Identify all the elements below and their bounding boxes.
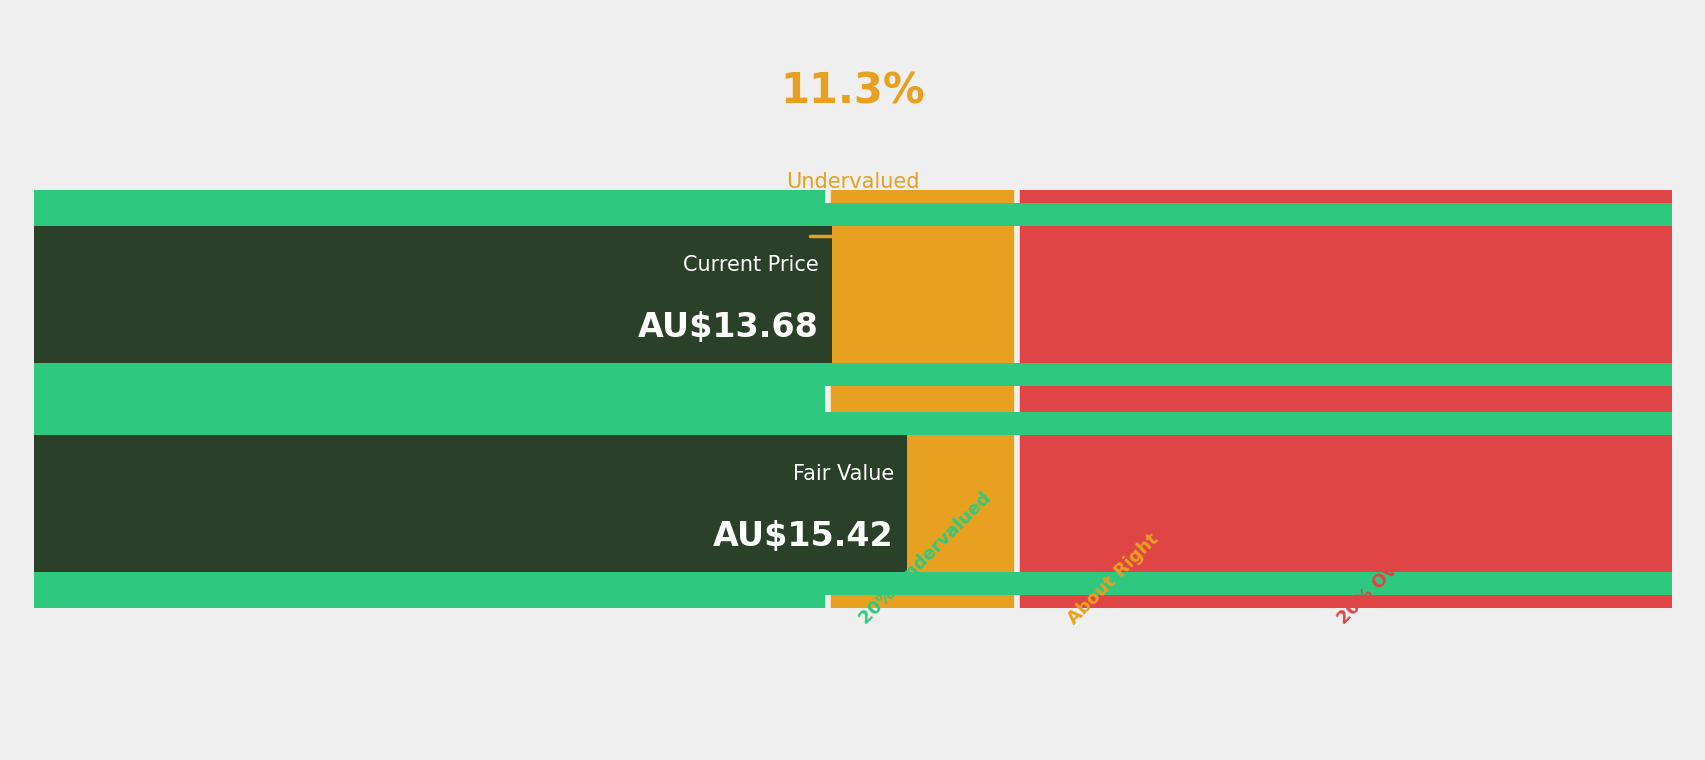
Bar (34, 435, 907, 572)
Text: 20% Undervalued: 20% Undervalued (856, 489, 994, 629)
Text: Undervalued: Undervalued (786, 173, 919, 192)
Text: 11.3%: 11.3% (781, 70, 924, 112)
Text: AU$13.68: AU$13.68 (638, 312, 818, 344)
Text: AU$15.42: AU$15.42 (713, 521, 893, 553)
Bar (34, 572, 1671, 596)
Text: 20% Overvalued: 20% Overvalued (1333, 499, 1463, 629)
Bar (34, 226, 832, 363)
Bar (1016, 190, 1671, 608)
Text: About Right: About Right (1064, 530, 1161, 629)
Text: Fair Value: Fair Value (793, 464, 893, 484)
Bar (34, 412, 1671, 435)
Bar (34, 190, 829, 608)
Bar (34, 363, 1671, 386)
Bar (34, 202, 1671, 226)
Bar (829, 190, 1016, 608)
Text: Current Price: Current Price (682, 255, 818, 275)
